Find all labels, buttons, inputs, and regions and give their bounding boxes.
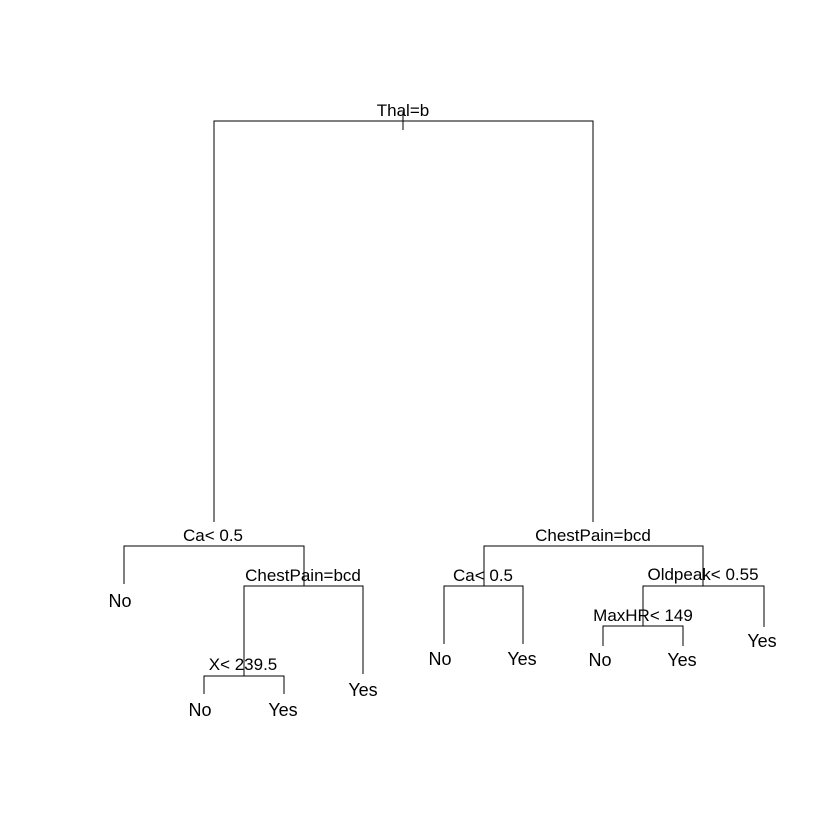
- leaf-right-ca-no: No: [428, 649, 451, 669]
- left-ca-branch: [123, 545, 305, 586]
- leaf-right-ca-yes: Yes: [507, 649, 536, 669]
- left-ca-split-label: Ca< 0.5: [183, 526, 243, 545]
- right-maxhr-branch: [602, 625, 684, 646]
- leaf-right-oldpeak-yes: Yes: [747, 631, 776, 651]
- leaf-left-x-yes: Yes: [268, 700, 297, 720]
- leaf-left-ca-no: No: [108, 591, 131, 611]
- left-split-ca: Ca< 0.5 No: [108, 526, 305, 611]
- root-split: Thal=b: [213, 101, 594, 522]
- left-chestpain-branch: [243, 585, 364, 676]
- right-chestpain-split-label: ChestPain=bcd: [535, 526, 651, 545]
- leaf-left-x-no: No: [188, 700, 211, 720]
- leaf-left-chestpain-yes: Yes: [348, 680, 377, 700]
- root-split-label: Thal=b: [377, 101, 429, 120]
- root-branch: [213, 120, 594, 522]
- leaf-right-maxhr-yes: Yes: [667, 650, 696, 670]
- left-x-split-label: X< 239.5: [209, 655, 278, 674]
- right-split-chestpain: ChestPain=bcd: [483, 526, 704, 586]
- right-ca-branch: [443, 585, 524, 644]
- left-chestpain-split-label: ChestPain=bcd: [245, 566, 361, 585]
- right-split-oldpeak: Oldpeak< 0.55 Yes: [642, 565, 777, 651]
- left-x-branch: [203, 675, 285, 694]
- right-split-maxhr: MaxHR< 149 No Yes: [588, 606, 696, 670]
- left-split-chestpain: ChestPain=bcd Yes: [243, 566, 378, 700]
- right-split-ca: Ca< 0.5 No Yes: [428, 566, 536, 669]
- right-oldpeak-split-label: Oldpeak< 0.55: [647, 565, 758, 584]
- right-chestpain-branch: [483, 545, 704, 586]
- left-split-x: X< 239.5 No Yes: [188, 655, 297, 720]
- right-ca-split-label: Ca< 0.5: [453, 566, 513, 585]
- leaf-right-maxhr-no: No: [588, 650, 611, 670]
- right-maxhr-split-label: MaxHR< 149: [593, 606, 693, 625]
- right-oldpeak-branch: [642, 585, 765, 627]
